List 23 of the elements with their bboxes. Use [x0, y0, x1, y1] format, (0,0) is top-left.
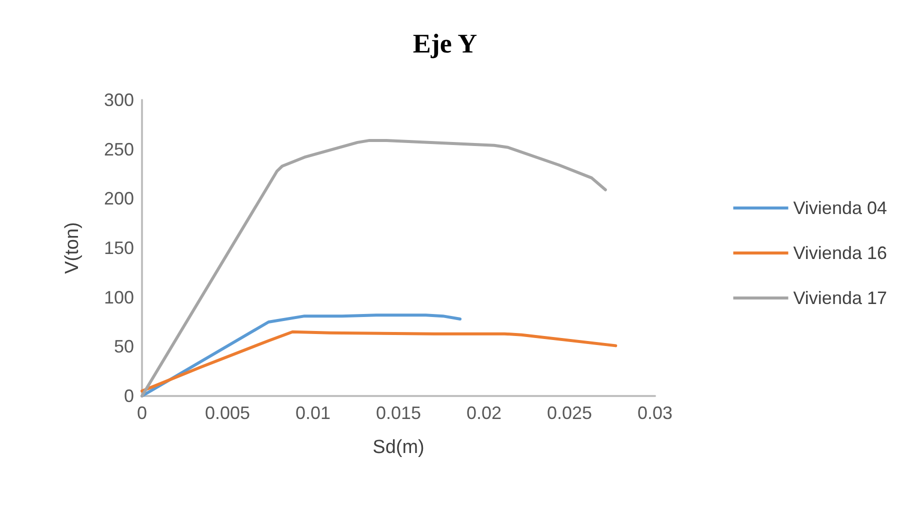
x-tick-label: 0.015 — [376, 403, 422, 423]
chart-title: Eje Y — [412, 28, 478, 58]
y-tick-label: 200 — [104, 188, 134, 209]
x-axis-title: Sd(m) — [372, 437, 424, 458]
legend-label: Vivienda 16 — [793, 243, 888, 263]
x-tick-label: 0.02 — [466, 403, 502, 423]
line-series — [140, 138, 607, 398]
y-tick-label: 100 — [104, 287, 134, 308]
y-tick-label: 50 — [114, 336, 134, 357]
line-series — [140, 330, 618, 393]
x-tick-label: 0.025 — [546, 403, 592, 423]
legend-label: Vivienda 17 — [793, 288, 888, 308]
line-series — [140, 314, 462, 398]
y-tick-label: 300 — [104, 90, 134, 110]
x-tick-label: 0 — [136, 403, 148, 423]
y-tick-label: 0 — [124, 386, 134, 406]
y-tick-label: 250 — [104, 139, 134, 160]
legend-label: Vivienda 04 — [793, 198, 888, 218]
y-axis-title: V(ton) — [62, 222, 83, 274]
x-tick-label: 0.005 — [204, 403, 250, 423]
y-tick-label: 150 — [104, 238, 134, 258]
x-tick-label: 0.01 — [295, 403, 331, 423]
x-tick-label: 0.03 — [637, 403, 673, 423]
